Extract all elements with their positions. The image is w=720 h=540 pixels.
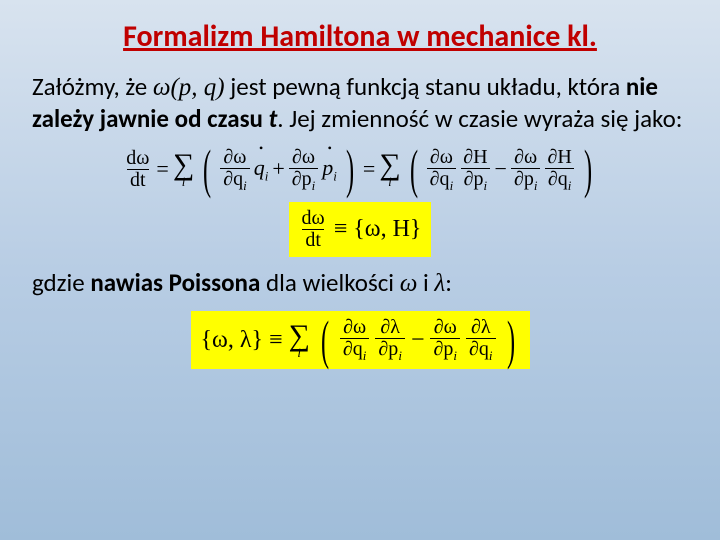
frac-dwdqi-3: ∂ω ∂qi bbox=[340, 317, 370, 363]
frac-dwdpi-3: ∂ω ∂pi bbox=[430, 317, 460, 363]
frac-dwdpi-2: ∂ω ∂pi bbox=[511, 147, 541, 193]
frac-dwdt-2: dω dt bbox=[299, 208, 328, 251]
p1-text-c: . Jej zmienność w czasie wyraża się jako… bbox=[277, 103, 682, 134]
frac-dwdqi-2: ∂ω ∂qi bbox=[427, 147, 457, 193]
pH2: ∂H bbox=[544, 147, 574, 168]
pidot-sub: i bbox=[333, 168, 337, 183]
pi-sub-3: i bbox=[534, 178, 538, 193]
rparen-3: ) bbox=[506, 319, 514, 362]
frac-dHdqi: ∂H ∂qi bbox=[544, 147, 574, 193]
pidot-base: p bbox=[322, 155, 333, 180]
ppi5: ∂p bbox=[433, 338, 453, 360]
equation-poisson-bracket: {ω, λ} ≡ ∑ i ( ∂ω ∂qi ∂λ ∂pi − ∂ω bbox=[32, 311, 688, 369]
pi-sub-2: i bbox=[483, 178, 487, 193]
pqi1: ∂q bbox=[223, 168, 243, 190]
equation-poisson-def: dω dt ≡ {ω, H} bbox=[32, 202, 688, 257]
p1-text-a: Załóżmy, że bbox=[32, 71, 147, 102]
dt: dt bbox=[130, 169, 146, 191]
pw5: ∂ω bbox=[340, 317, 369, 338]
p2-l: λ bbox=[434, 270, 445, 297]
eq-sign-1: = bbox=[156, 156, 168, 182]
lparen-3: ( bbox=[321, 319, 329, 362]
qi-sub-5: i bbox=[489, 348, 493, 363]
lparen-1: ( bbox=[203, 148, 211, 191]
pl2: ∂λ bbox=[468, 317, 494, 338]
paragraph-2: gdzie nawias Poissona dla wielkości ω i … bbox=[32, 267, 688, 299]
pw3: ∂ω bbox=[427, 147, 456, 168]
ppi2: ∂p bbox=[464, 168, 484, 190]
frac-dldqi: ∂λ ∂qi bbox=[466, 317, 496, 363]
sum-1: ∑ i bbox=[173, 151, 194, 188]
p1-t: t bbox=[269, 103, 278, 134]
pqi2: ∂q bbox=[430, 168, 450, 190]
qi-sub-3: i bbox=[568, 178, 572, 193]
frac-dwdqi: ∂ω ∂qi bbox=[220, 147, 250, 193]
p2-bold: nawias Poissona bbox=[90, 267, 260, 298]
pi-sub-5: i bbox=[453, 348, 457, 363]
plus-1: + bbox=[272, 156, 284, 182]
pw6: ∂ω bbox=[431, 317, 460, 338]
poisson-wH: {ω, H} bbox=[353, 216, 421, 243]
ppi4: ∂p bbox=[378, 338, 398, 360]
frac-dldpi: ∂λ ∂pi bbox=[375, 317, 405, 363]
pi-sub-4: i bbox=[398, 348, 402, 363]
triple-eq-2: ≡ bbox=[269, 327, 283, 354]
p2-i: i bbox=[417, 267, 434, 298]
dw: dω bbox=[126, 147, 149, 169]
ppi3: ∂p bbox=[514, 168, 534, 190]
pqi5: ∂q bbox=[469, 338, 489, 360]
paragraph-1: Załóżmy, że ω(p, q) jest pewną funkcją s… bbox=[32, 71, 688, 135]
slide-title: Formalizm Hamiltona w mechanice kl. bbox=[32, 18, 688, 55]
minus-2: − bbox=[411, 327, 425, 354]
sum-sub-3: i bbox=[297, 347, 301, 359]
rparen-1: ) bbox=[346, 148, 354, 191]
pqi3: ∂q bbox=[548, 168, 568, 190]
minus-1: − bbox=[495, 156, 507, 182]
sum-sub-1: i bbox=[182, 176, 186, 188]
p2-b: dla wielkości bbox=[260, 267, 399, 298]
triple-eq-1: ≡ bbox=[334, 216, 348, 243]
rparen-2: ) bbox=[584, 148, 592, 191]
omega-function: ω(p, q) bbox=[153, 74, 225, 101]
frac-dwdt: dω dt bbox=[123, 148, 152, 191]
pi-dot: pi bbox=[322, 155, 337, 184]
p2-w: ω bbox=[400, 270, 418, 297]
pl1: ∂λ bbox=[377, 317, 403, 338]
frac-dwdpi: ∂ω ∂pi bbox=[289, 147, 319, 193]
pqi4: ∂q bbox=[343, 338, 363, 360]
sum-sub-2: i bbox=[388, 176, 392, 188]
poisson-wl: {ω, λ} bbox=[201, 327, 263, 354]
pi-sub-1: i bbox=[312, 178, 316, 193]
p2-colon: : bbox=[445, 267, 452, 298]
frac-dHdpi: ∂H ∂pi bbox=[460, 147, 490, 193]
pH1: ∂H bbox=[460, 147, 490, 168]
dt2: dt bbox=[302, 229, 324, 251]
equation-main: dω dt = ∑ i ( ∂ω ∂qi qi + ∂ω ∂pi pi ) = bbox=[32, 147, 688, 193]
lparen-2: ( bbox=[410, 148, 418, 191]
sum-3: ∑ i bbox=[289, 322, 310, 359]
qi-sub-2: i bbox=[450, 178, 454, 193]
dw2: dω bbox=[299, 208, 328, 229]
qi-sub-1: i bbox=[243, 178, 247, 193]
p2-a: gdzie bbox=[32, 267, 90, 298]
eq-sign-2: = bbox=[363, 156, 375, 182]
ppi1: ∂p bbox=[292, 168, 312, 190]
pw1: ∂ω bbox=[220, 147, 249, 168]
p1-text-b: jest pewną funkcją stanu układu, która bbox=[230, 71, 626, 102]
qi-sub-4: i bbox=[363, 348, 367, 363]
pw4: ∂ω bbox=[511, 147, 540, 168]
sum-2: ∑ i bbox=[379, 151, 400, 188]
qidot-sub: i bbox=[265, 168, 269, 183]
pw2: ∂ω bbox=[289, 147, 318, 168]
qidot-base: q bbox=[254, 155, 265, 180]
qi-dot: qi bbox=[254, 155, 269, 184]
